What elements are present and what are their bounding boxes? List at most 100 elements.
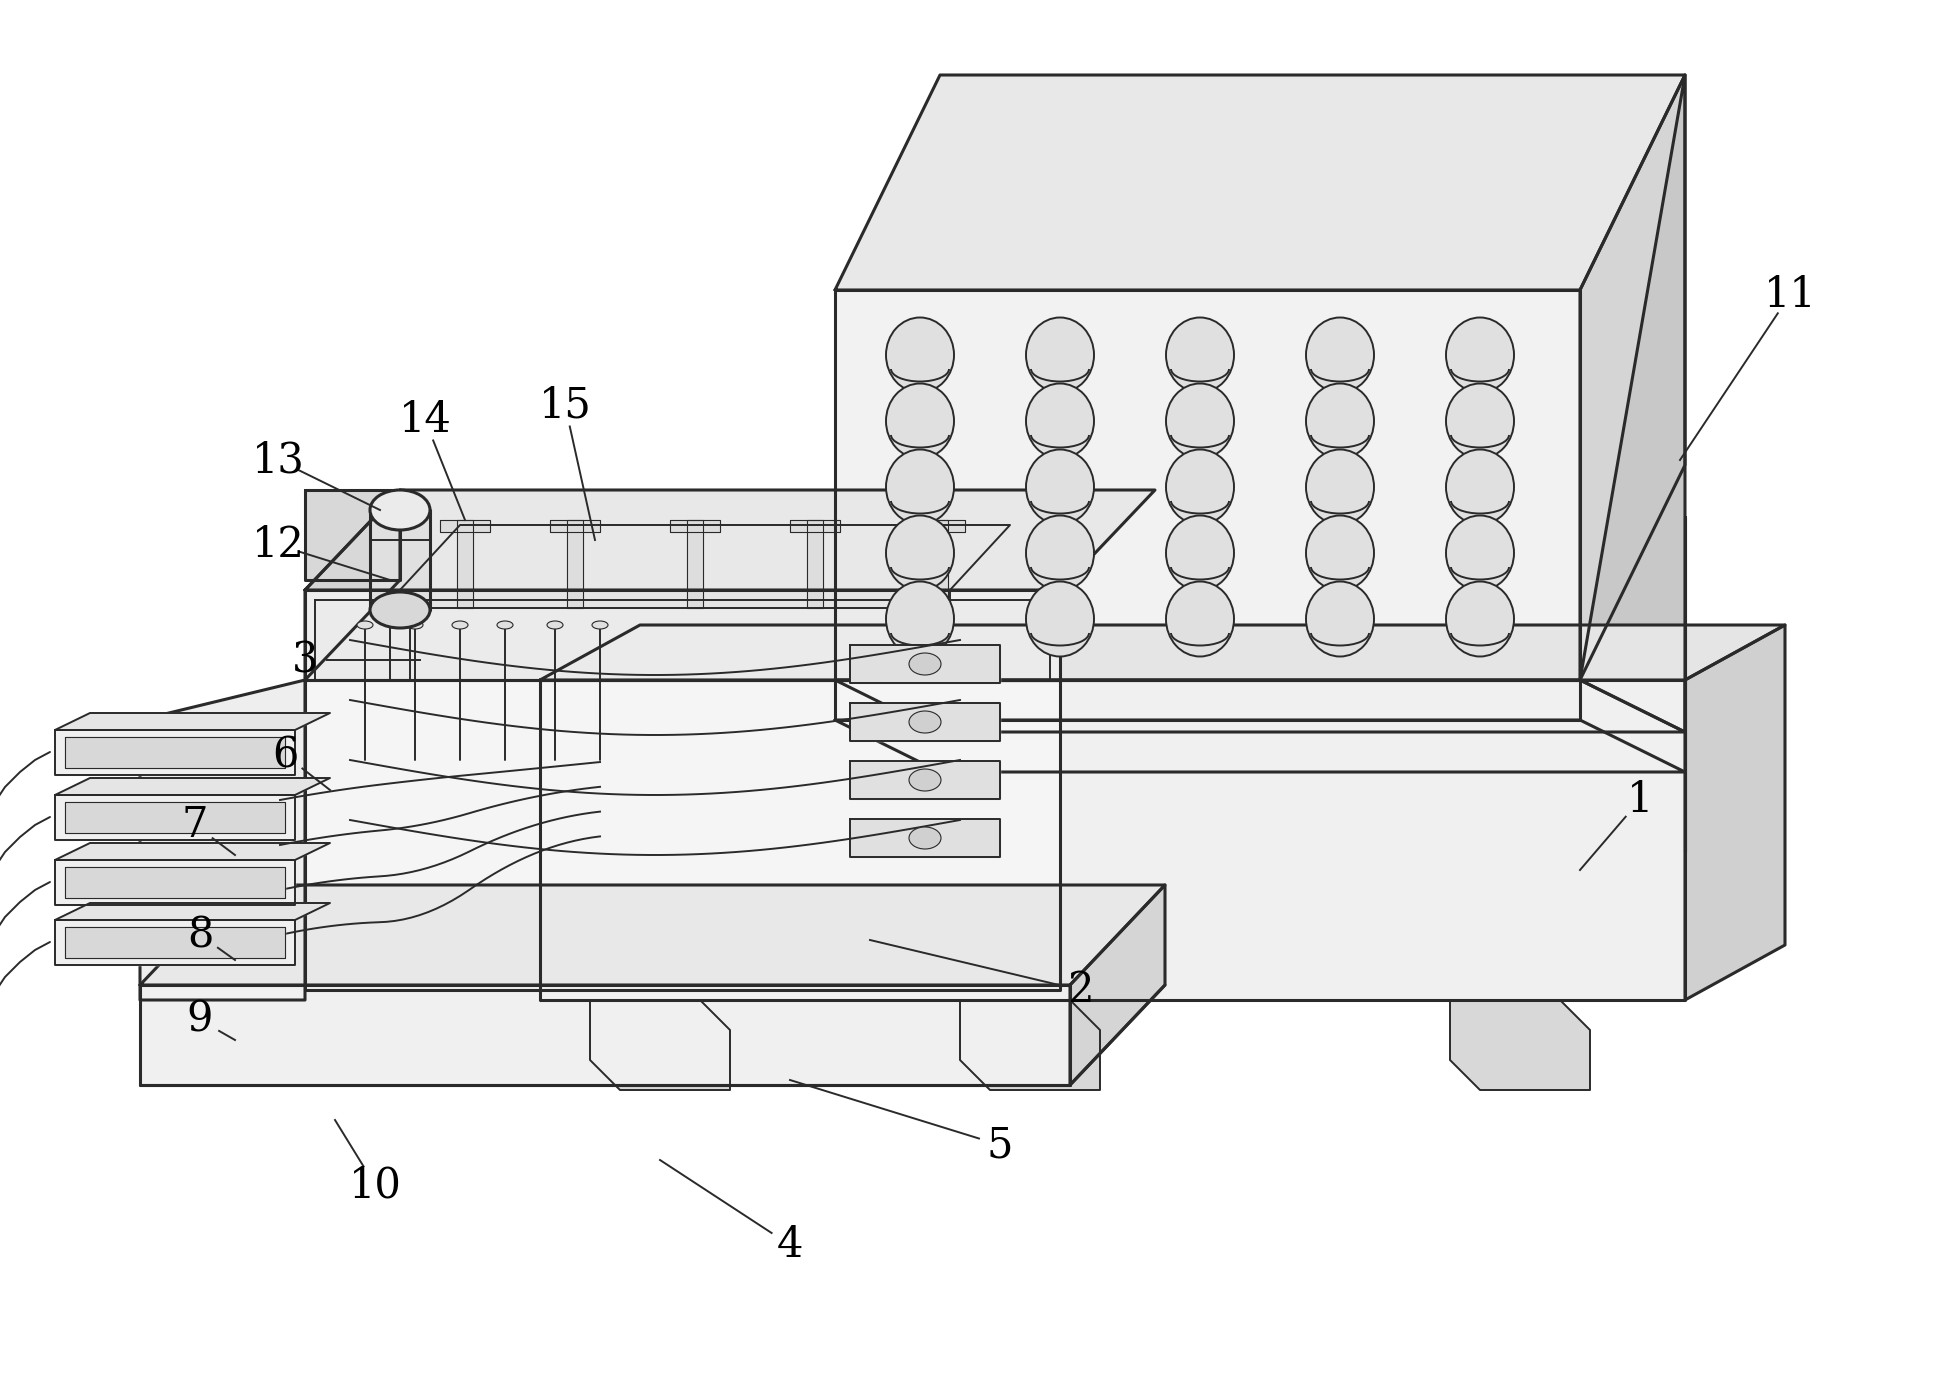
Polygon shape	[305, 490, 1155, 590]
Text: 12: 12	[252, 524, 305, 566]
Ellipse shape	[1026, 450, 1094, 524]
Polygon shape	[64, 868, 285, 898]
Polygon shape	[850, 760, 1000, 799]
Ellipse shape	[369, 490, 430, 529]
Polygon shape	[141, 984, 1071, 1085]
Ellipse shape	[1026, 516, 1094, 590]
Ellipse shape	[406, 622, 422, 628]
Ellipse shape	[1305, 450, 1374, 524]
Polygon shape	[55, 859, 295, 905]
Ellipse shape	[885, 516, 954, 590]
Polygon shape	[850, 703, 1000, 741]
Text: 4: 4	[778, 1224, 803, 1266]
Polygon shape	[834, 290, 1581, 681]
Polygon shape	[305, 590, 1059, 681]
Ellipse shape	[885, 384, 954, 458]
Ellipse shape	[1446, 318, 1514, 392]
Polygon shape	[305, 681, 1059, 990]
Ellipse shape	[369, 593, 430, 628]
Ellipse shape	[909, 826, 942, 848]
Polygon shape	[1581, 76, 1684, 732]
Polygon shape	[64, 802, 285, 833]
Ellipse shape	[1305, 384, 1374, 458]
Text: 10: 10	[348, 1165, 401, 1206]
Polygon shape	[305, 490, 401, 681]
Polygon shape	[401, 525, 1010, 590]
Polygon shape	[55, 903, 330, 920]
Text: 8: 8	[188, 914, 213, 956]
Polygon shape	[834, 76, 1684, 290]
Polygon shape	[834, 681, 1581, 720]
Polygon shape	[64, 737, 285, 769]
Ellipse shape	[885, 318, 954, 392]
Ellipse shape	[451, 622, 469, 628]
Polygon shape	[315, 600, 1049, 681]
Polygon shape	[590, 1000, 731, 1090]
Polygon shape	[64, 927, 285, 958]
Polygon shape	[55, 714, 330, 730]
Ellipse shape	[885, 450, 954, 524]
Ellipse shape	[592, 622, 608, 628]
Polygon shape	[55, 920, 295, 965]
Ellipse shape	[909, 653, 942, 675]
Polygon shape	[440, 520, 490, 532]
Polygon shape	[369, 510, 430, 610]
Ellipse shape	[358, 622, 373, 628]
Ellipse shape	[1446, 450, 1514, 524]
Polygon shape	[807, 520, 823, 608]
Ellipse shape	[1305, 318, 1374, 392]
Polygon shape	[1684, 626, 1786, 1000]
Ellipse shape	[1305, 582, 1374, 656]
Polygon shape	[141, 681, 305, 1000]
Polygon shape	[1071, 886, 1165, 1085]
Ellipse shape	[1167, 318, 1235, 392]
Polygon shape	[539, 626, 1786, 681]
Polygon shape	[401, 590, 950, 608]
Polygon shape	[850, 645, 1000, 683]
Text: 1: 1	[1628, 780, 1653, 821]
Polygon shape	[55, 843, 330, 859]
Ellipse shape	[1446, 516, 1514, 590]
Polygon shape	[1581, 76, 1684, 681]
Polygon shape	[834, 681, 1684, 732]
Ellipse shape	[1026, 582, 1094, 656]
Text: 2: 2	[1067, 969, 1094, 1011]
Polygon shape	[457, 520, 473, 608]
Text: 14: 14	[399, 399, 451, 441]
Polygon shape	[305, 490, 401, 580]
Polygon shape	[55, 778, 330, 795]
Ellipse shape	[1026, 318, 1094, 392]
Text: 11: 11	[1764, 274, 1817, 316]
Polygon shape	[959, 1000, 1100, 1090]
Ellipse shape	[1167, 384, 1235, 458]
Polygon shape	[932, 520, 948, 608]
Ellipse shape	[1167, 450, 1235, 524]
Polygon shape	[670, 520, 719, 532]
Ellipse shape	[1026, 384, 1094, 458]
Polygon shape	[567, 520, 582, 608]
Polygon shape	[549, 520, 600, 532]
Text: 15: 15	[539, 384, 592, 426]
Polygon shape	[1450, 1000, 1591, 1090]
Polygon shape	[539, 681, 1684, 1000]
Text: 6: 6	[272, 734, 299, 775]
Text: 7: 7	[182, 804, 209, 846]
Text: 3: 3	[291, 639, 319, 681]
Polygon shape	[850, 820, 1000, 857]
Ellipse shape	[909, 769, 942, 791]
Text: 5: 5	[987, 1123, 1014, 1166]
Polygon shape	[789, 520, 840, 532]
Ellipse shape	[1167, 582, 1235, 656]
Polygon shape	[55, 795, 295, 840]
Polygon shape	[55, 730, 295, 775]
Ellipse shape	[1446, 384, 1514, 458]
Ellipse shape	[909, 711, 942, 733]
Polygon shape	[688, 520, 703, 608]
Ellipse shape	[496, 622, 514, 628]
Polygon shape	[914, 520, 965, 532]
Ellipse shape	[547, 622, 563, 628]
Ellipse shape	[885, 582, 954, 656]
Text: 13: 13	[252, 439, 305, 481]
Ellipse shape	[1167, 516, 1235, 590]
Text: 9: 9	[188, 1000, 213, 1041]
